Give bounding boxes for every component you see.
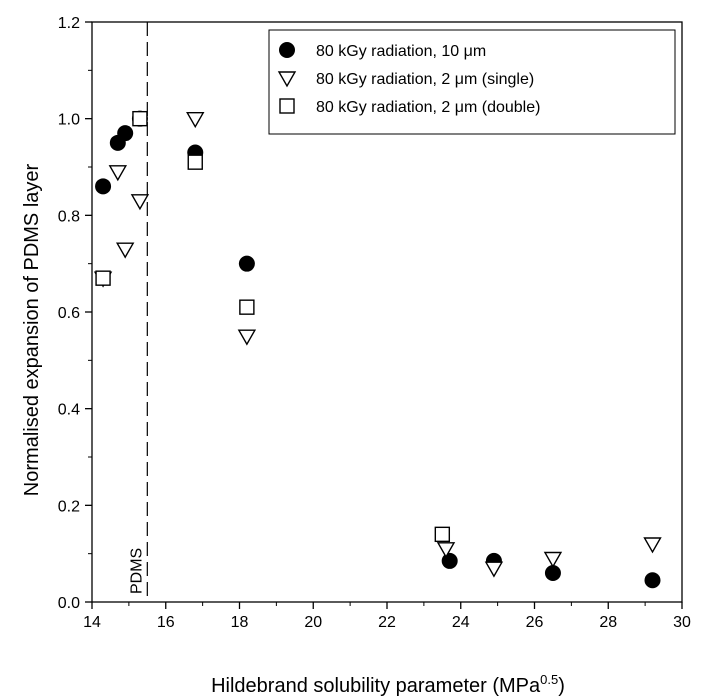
y-tick-label: 1.2 (58, 15, 80, 32)
x-axis-title: Hildebrand solubility parameter (MPa0.5) (211, 672, 565, 697)
legend-marker (277, 71, 297, 88)
data-point-series-1 (95, 178, 112, 195)
x-tick-label: 14 (83, 614, 101, 631)
data-point-series-3 (434, 526, 451, 543)
data-point-series-2 (108, 165, 128, 182)
x-tick-label: 30 (673, 614, 691, 631)
data-point-series-2 (237, 329, 257, 346)
data-point-series-3 (132, 110, 148, 127)
legend-label: 80 kGy radiation, 2 μm (double) (316, 99, 540, 116)
legend-marker (279, 42, 295, 58)
legend-label: 80 kGy radiation, 10 μm (316, 43, 486, 60)
y-tick-label: 0.4 (58, 402, 80, 419)
x-tick-label: 16 (157, 614, 175, 631)
data-point-series-2 (115, 242, 135, 259)
data-point-series-1 (644, 572, 661, 589)
x-tick-label: 26 (526, 614, 544, 631)
data-point-series-1 (544, 565, 561, 581)
data-point-series-1 (441, 552, 458, 569)
data-point-series-2 (130, 194, 150, 211)
y-tick-label: 0.0 (58, 595, 80, 612)
y-tick-label: 0.8 (58, 208, 80, 225)
data-point-series-3 (239, 299, 255, 315)
x-axis-title-sup: 0.5 (540, 672, 558, 687)
x-tick-label: 24 (452, 614, 470, 631)
y-tick-label: 1.0 (58, 112, 80, 129)
legend-marker (279, 98, 295, 114)
data-point-series-2 (484, 561, 504, 578)
x-tick-label: 20 (304, 614, 322, 631)
legend-box (268, 29, 676, 135)
x-tick-label: 22 (378, 614, 396, 631)
data-point-series-3 (187, 154, 203, 170)
x-tick-label: 18 (231, 614, 249, 631)
data-point-series-2 (643, 537, 662, 554)
data-point-series-3 (95, 270, 111, 286)
data-point-series-2 (543, 551, 563, 568)
y-axis-title: Normalised expansion of PDMS layer (21, 163, 43, 496)
annotation-label: PDMS (128, 548, 145, 594)
data-point-series-1 (117, 125, 134, 142)
y-tick-label: 0.6 (58, 305, 80, 322)
data-point-series-2 (436, 542, 456, 559)
y-tick-label: 0.2 (58, 498, 80, 515)
x-axis-title-main: Hildebrand solubility parameter (MPa (211, 675, 541, 697)
x-tick-label: 28 (599, 614, 617, 631)
data-point-series-1 (238, 255, 255, 272)
x-axis-title-suffix: ) (558, 675, 565, 697)
data-point-series-2 (186, 111, 205, 129)
legend-label: 80 kGy radiation, 2 μm (single) (316, 71, 534, 88)
